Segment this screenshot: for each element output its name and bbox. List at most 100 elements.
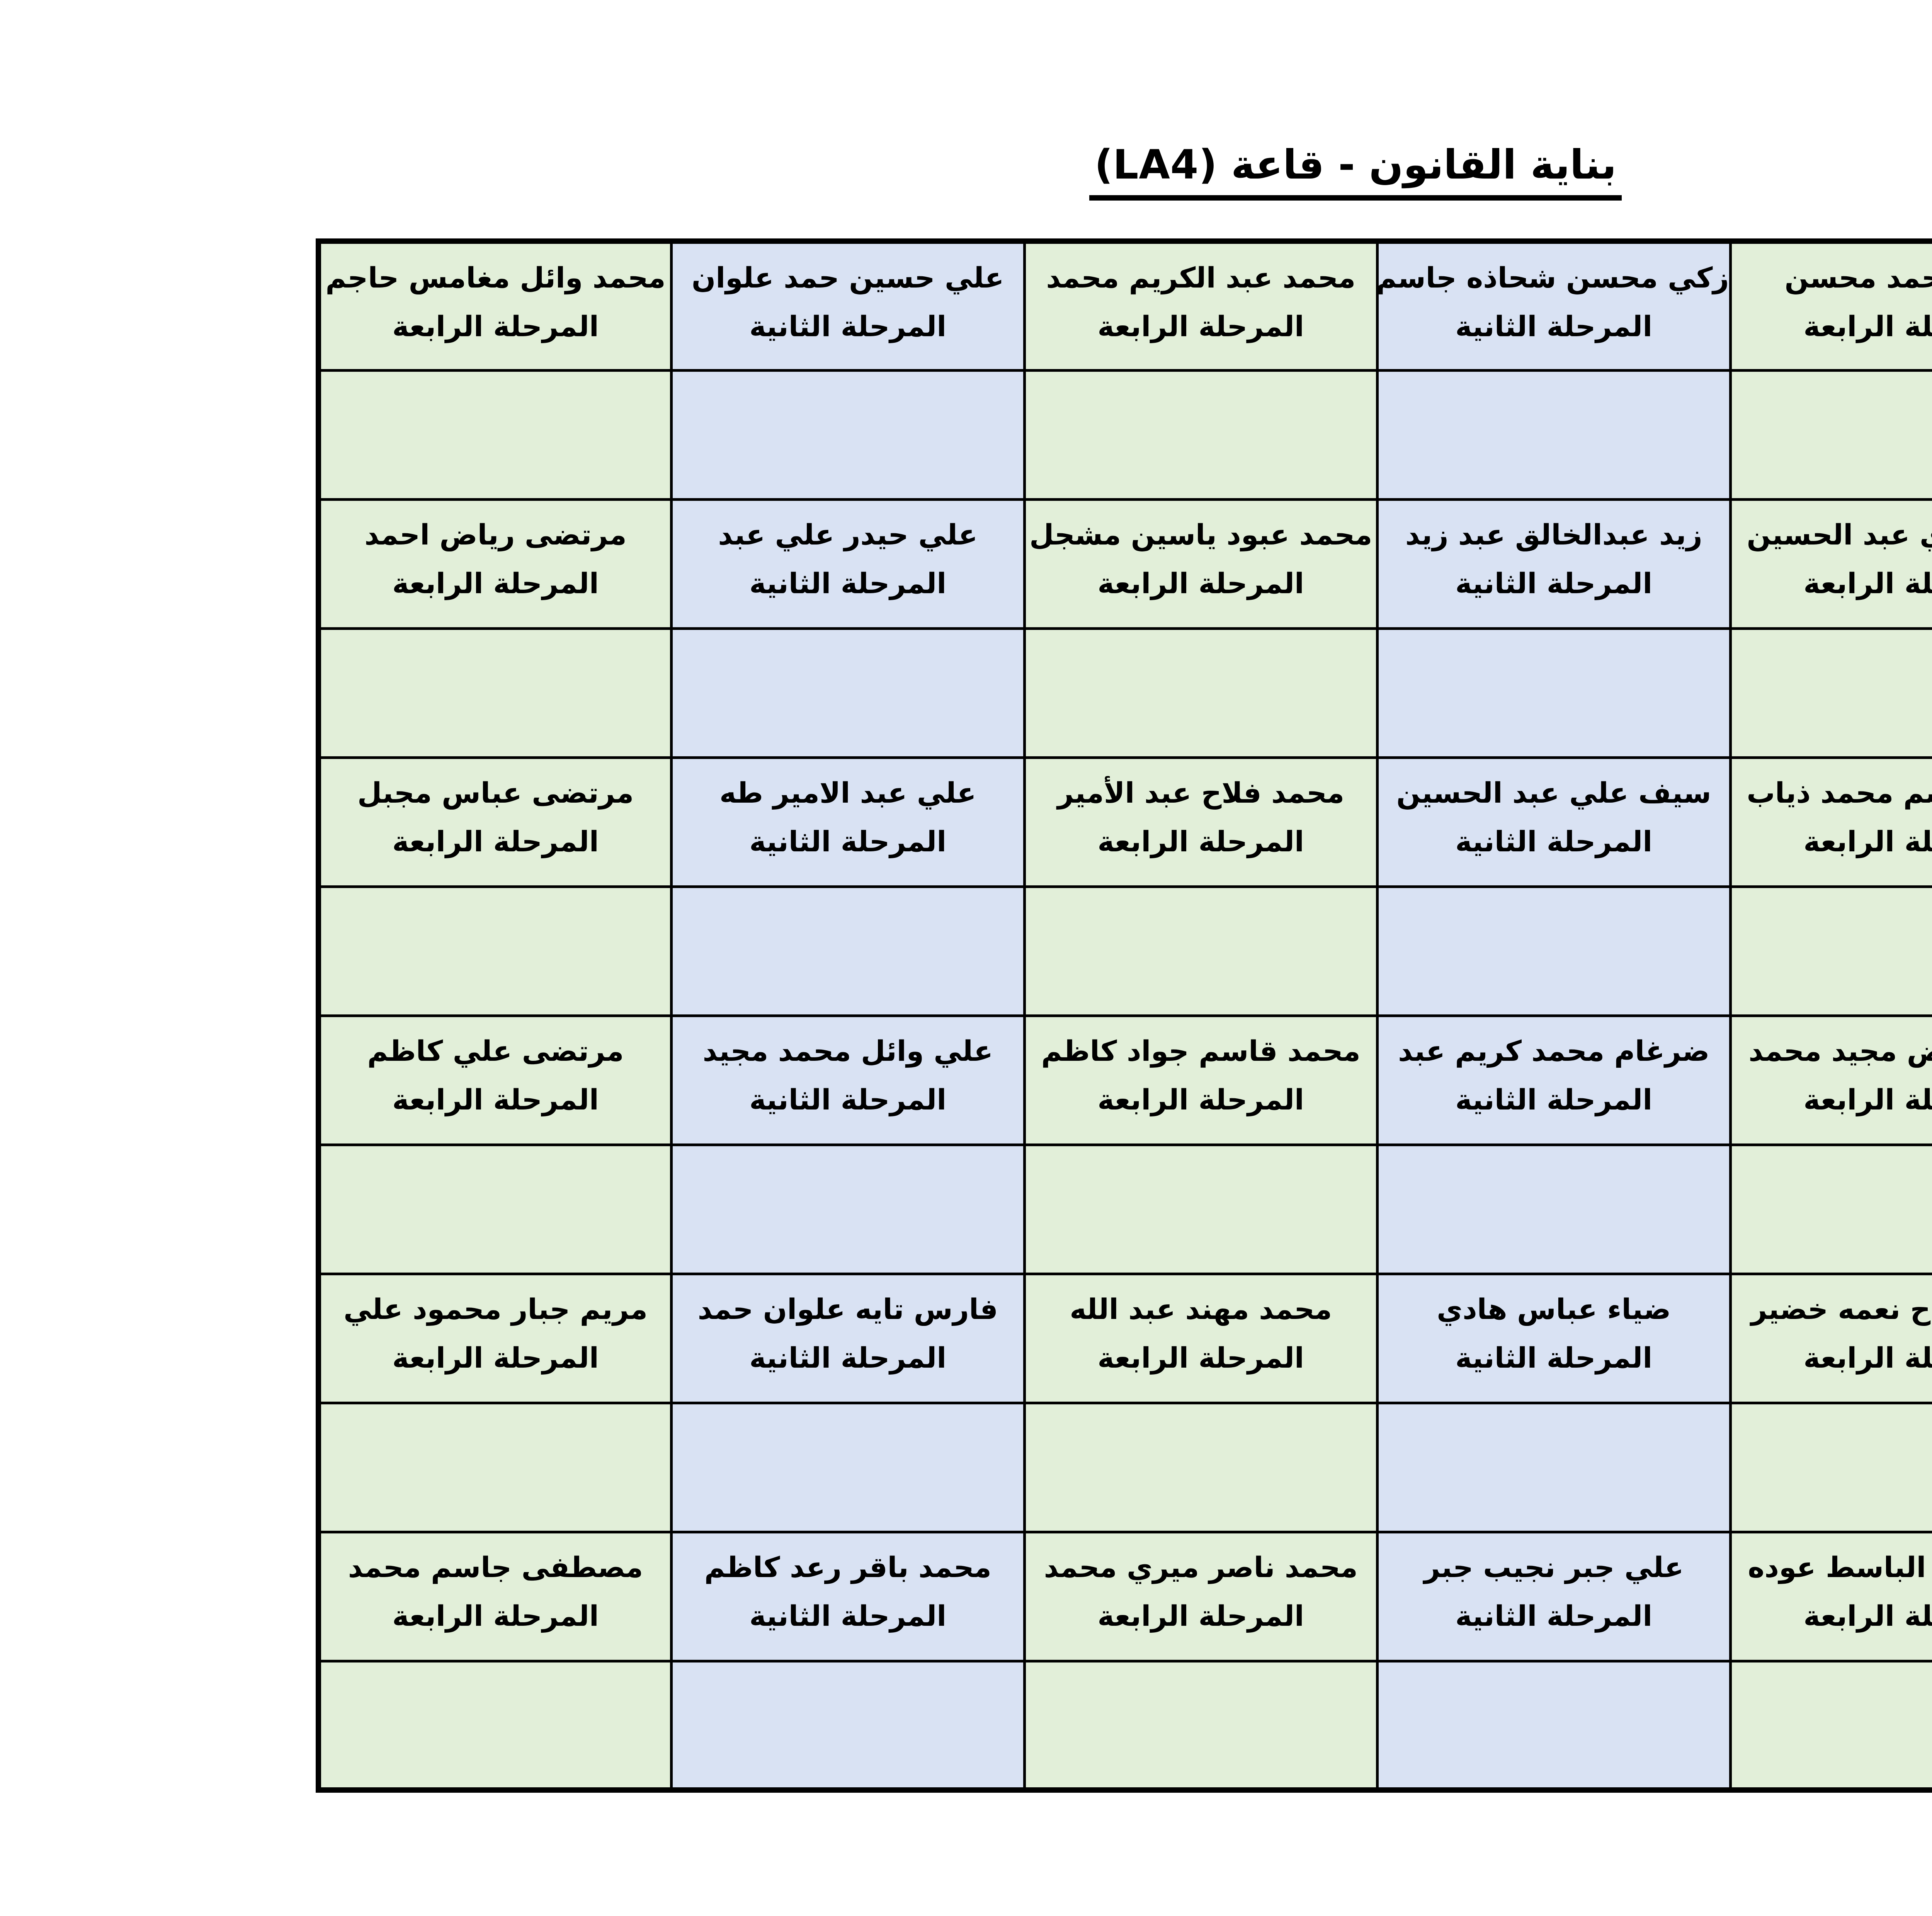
- seat-cell: محمد رياض مجيد محمد المرحلة الرابعة: [1729, 1014, 1932, 1146]
- empty-row: [317, 1401, 1932, 1533]
- student-name: سيف علي عبد الحسين: [1396, 776, 1711, 810]
- student-name: علي جبر نجيب جبر: [1423, 1551, 1684, 1584]
- student-stage: المرحلة الثانية: [749, 1600, 947, 1633]
- seat-cell: محمد باقر رعد كاظم المرحلة الثانية: [670, 1530, 1026, 1662]
- empty-row: [317, 627, 1932, 759]
- student-name: محمد ناصر ميري محمد: [1044, 1551, 1358, 1584]
- empty-cell: [670, 1659, 1026, 1792]
- empty-cell: [670, 885, 1026, 1017]
- student-stage: المرحلة الرابعة: [392, 567, 599, 600]
- empty-cell: [317, 369, 673, 501]
- seat-cell: كرار محمد محسن المرحلة الرابعة: [1729, 240, 1932, 372]
- empty-cell: [1023, 627, 1379, 759]
- student-stage: المرحلة الرابعة: [1097, 310, 1304, 343]
- empty-row: [317, 1143, 1932, 1275]
- student-name: ليلى خيري عبد الحسين: [1747, 518, 1932, 551]
- empty-cell: [1023, 1401, 1379, 1533]
- student-name: فارس تايه علوان حمد: [697, 1293, 998, 1326]
- student-name: كرار محمد محسن: [1784, 262, 1932, 294]
- seat-cell: مرتضى علي كاظم المرحلة الرابعة: [317, 1014, 673, 1146]
- student-name: زكي محسن شحاذه جاسم: [1376, 262, 1729, 294]
- empty-cell: [317, 1143, 673, 1275]
- empty-cell: [317, 1659, 673, 1792]
- seat-row: مرتضى رياض احمد المرحلة الرابعة علي حيدر …: [317, 498, 1932, 630]
- seat-cell: محمد ناصر ميري محمد المرحلة الرابعة: [1023, 1530, 1379, 1662]
- empty-cell: [1023, 1143, 1379, 1275]
- student-name: مرتضى علي كاظم: [367, 1035, 624, 1068]
- empty-cell: [1729, 1401, 1932, 1533]
- student-name: علي عبد الامير طه: [719, 776, 976, 810]
- seat-row: مرتضى عباس مجبل المرحلة الرابعة علي عبد ا…: [317, 756, 1932, 888]
- seat-row: مرتضى علي كاظم المرحلة الرابعة علي وائل م…: [317, 1014, 1932, 1146]
- student-stage: المرحلة الثانية: [1455, 310, 1653, 343]
- seat-cell: زيد عبدالخالق عبد زيد المرحلة الثانية: [1376, 498, 1732, 630]
- empty-cell: [1729, 1143, 1932, 1275]
- seat-row: محمد وائل مغامس حاجم المرحلة الرابعة علي …: [317, 240, 1932, 372]
- student-stage: المرحلة الرابعة: [1097, 1600, 1304, 1633]
- student-name: محمد عبود ياسين مشجل: [1029, 518, 1372, 551]
- student-name: مريم جبار محمود علي: [344, 1293, 648, 1326]
- empty-cell: [317, 885, 673, 1017]
- student-stage: المرحلة الرابعة: [1097, 1341, 1304, 1375]
- seat-cell: سيف علي عبد الحسين المرحلة الثانية: [1376, 756, 1732, 888]
- student-stage: المرحلة الرابعة: [392, 1600, 599, 1633]
- seat-cell: محمد عبد الباسط عوده المرحلة الرابعة: [1729, 1530, 1932, 1662]
- empty-cell: [1023, 1659, 1379, 1792]
- seat-cell: مريم جبار محمود علي المرحلة الرابعة: [317, 1272, 673, 1404]
- student-name: محمد رياض مجيد محمد: [1748, 1035, 1932, 1068]
- empty-cell: [317, 627, 673, 759]
- student-name: محمد وائل مغامس حاجم: [325, 262, 666, 294]
- student-name: زيد عبدالخالق عبد زيد: [1405, 518, 1702, 551]
- seat-cell: علي حيدر علي عبد المرحلة الثانية: [670, 498, 1026, 630]
- student-stage: المرحلة الرابعة: [1803, 1600, 1932, 1633]
- empty-cell: [1376, 1143, 1732, 1275]
- empty-cell: [1023, 885, 1379, 1017]
- seat-cell: مرتضى رياض احمد المرحلة الرابعة: [317, 498, 673, 630]
- seat-row: مريم جبار محمود علي المرحلة الرابعة فارس …: [317, 1272, 1932, 1404]
- seat-cell: علي وائل محمد مجيد المرحلة الثانية: [670, 1014, 1026, 1146]
- student-stage: المرحلة الثانية: [749, 310, 947, 343]
- empty-cell: [670, 1143, 1026, 1275]
- seat-cell: فارس تايه علوان حمد المرحلة الثانية: [670, 1272, 1026, 1404]
- student-stage: المرحلة الرابعة: [1097, 567, 1304, 600]
- student-stage: المرحلة الرابعة: [392, 310, 599, 343]
- student-stage: المرحلة الرابعة: [1803, 1083, 1932, 1116]
- student-name: محمد عبد الكريم محمد: [1046, 262, 1356, 294]
- empty-cell: [1729, 627, 1932, 759]
- empty-cell: [1729, 369, 1932, 501]
- seat-cell: مرتضى عباس مجبل المرحلة الرابعة: [317, 756, 673, 888]
- student-name: محمد فلاح عبد الأمير: [1057, 776, 1345, 810]
- empty-cell: [1376, 627, 1732, 759]
- student-name: محمد جاسم محمد ذياب: [1747, 776, 1932, 810]
- student-stage: المرحلة الثانية: [1455, 1341, 1653, 1375]
- student-stage: المرحلة الرابعة: [1803, 1341, 1932, 1375]
- seat-cell: محمد مهند عبد الله المرحلة الرابعة: [1023, 1272, 1379, 1404]
- student-stage: المرحلة الرابعة: [1097, 1083, 1304, 1116]
- page-title: بناية القانون - قاعة (LA4): [1089, 141, 1622, 201]
- seat-row: مصطفى جاسم محمد المرحلة الرابعة محمد باقر…: [317, 1530, 1932, 1662]
- empty-cell: [1729, 885, 1932, 1017]
- empty-cell: [670, 627, 1026, 759]
- empty-cell: [1376, 1401, 1732, 1533]
- student-stage: المرحلة الثانية: [749, 825, 947, 858]
- empty-row: [317, 1659, 1932, 1792]
- student-stage: المرحلة الثانية: [749, 567, 947, 600]
- empty-cell: [1729, 1659, 1932, 1792]
- student-stage: المرحلة الرابعة: [392, 1083, 599, 1116]
- student-name: محمد مهند عبد الله: [1070, 1293, 1332, 1326]
- seat-cell: محمد عبود ياسين مشجل المرحلة الرابعة: [1023, 498, 1379, 630]
- empty-cell: [1376, 885, 1732, 1017]
- student-stage: المرحلة الرابعة: [392, 1341, 599, 1375]
- student-name: مصطفى جاسم محمد: [348, 1551, 643, 1584]
- student-name: محمد عبد الباسط عوده: [1748, 1551, 1932, 1584]
- seat-cell: محمد عبد الكريم محمد المرحلة الرابعة: [1023, 240, 1379, 372]
- seat-cell: ضرغام محمد كريم عبد المرحلة الثانية: [1376, 1014, 1732, 1146]
- seat-cell: زكي محسن شحاذه جاسم المرحلة الثانية: [1376, 240, 1732, 372]
- student-stage: المرحلة الرابعة: [1097, 825, 1304, 858]
- student-stage: المرحلة الرابعة: [1803, 567, 1932, 600]
- student-stage: المرحلة الثانية: [1455, 1600, 1653, 1633]
- student-name: مرتضى رياض احمد: [364, 518, 627, 551]
- seat-cell: ضياء عباس هادي المرحلة الثانية: [1376, 1272, 1732, 1404]
- student-name: محمد صباح نعمه خضير: [1751, 1293, 1932, 1326]
